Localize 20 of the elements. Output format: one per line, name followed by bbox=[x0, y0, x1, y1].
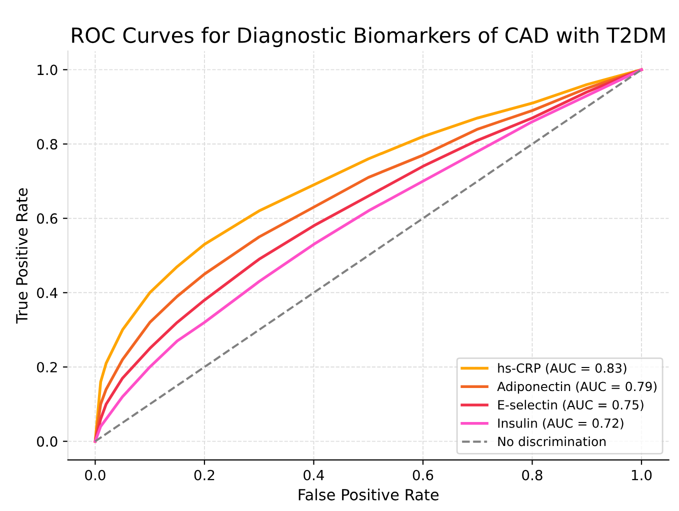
y-tick-label: 0.8 bbox=[37, 138, 58, 150]
y-tick-label: 1.0 bbox=[38, 64, 58, 76]
x-axis-title: False Positive Rate bbox=[298, 488, 439, 500]
y-tick-label: 0.2 bbox=[37, 362, 57, 372]
legend-label: Adiponectin (AUC = 0.79) bbox=[497, 382, 656, 394]
x-tick-label: 0.6 bbox=[412, 470, 434, 480]
legend-label: E-selectin (AUC = 0.75) bbox=[498, 400, 644, 412]
y-tick-label: 0.4 bbox=[37, 288, 58, 298]
legend-label: No discrimination bbox=[498, 436, 606, 446]
legend-label: hs-CRP (AUC = 0.83) bbox=[498, 363, 626, 374]
y-tick-label: 0.6 bbox=[37, 213, 58, 224]
x-tick-label: 0.8 bbox=[522, 470, 542, 480]
x-tick-label: 0.2 bbox=[194, 470, 214, 480]
chart-title: ROC Curves for Diagnostic Biomarkers of CAD with T2DM bbox=[72, 26, 665, 48]
legend-label: Insulin (AUC = 0.72) bbox=[498, 418, 624, 430]
y-axis-title: True Positive Rate bbox=[16, 188, 28, 324]
y-tick-label: 0.0 bbox=[37, 436, 58, 447]
x-tick-label: 1.0 bbox=[632, 470, 652, 480]
x-tick-label: 0.4 bbox=[304, 470, 324, 480]
x-tick-label: 0.0 bbox=[85, 470, 106, 480]
